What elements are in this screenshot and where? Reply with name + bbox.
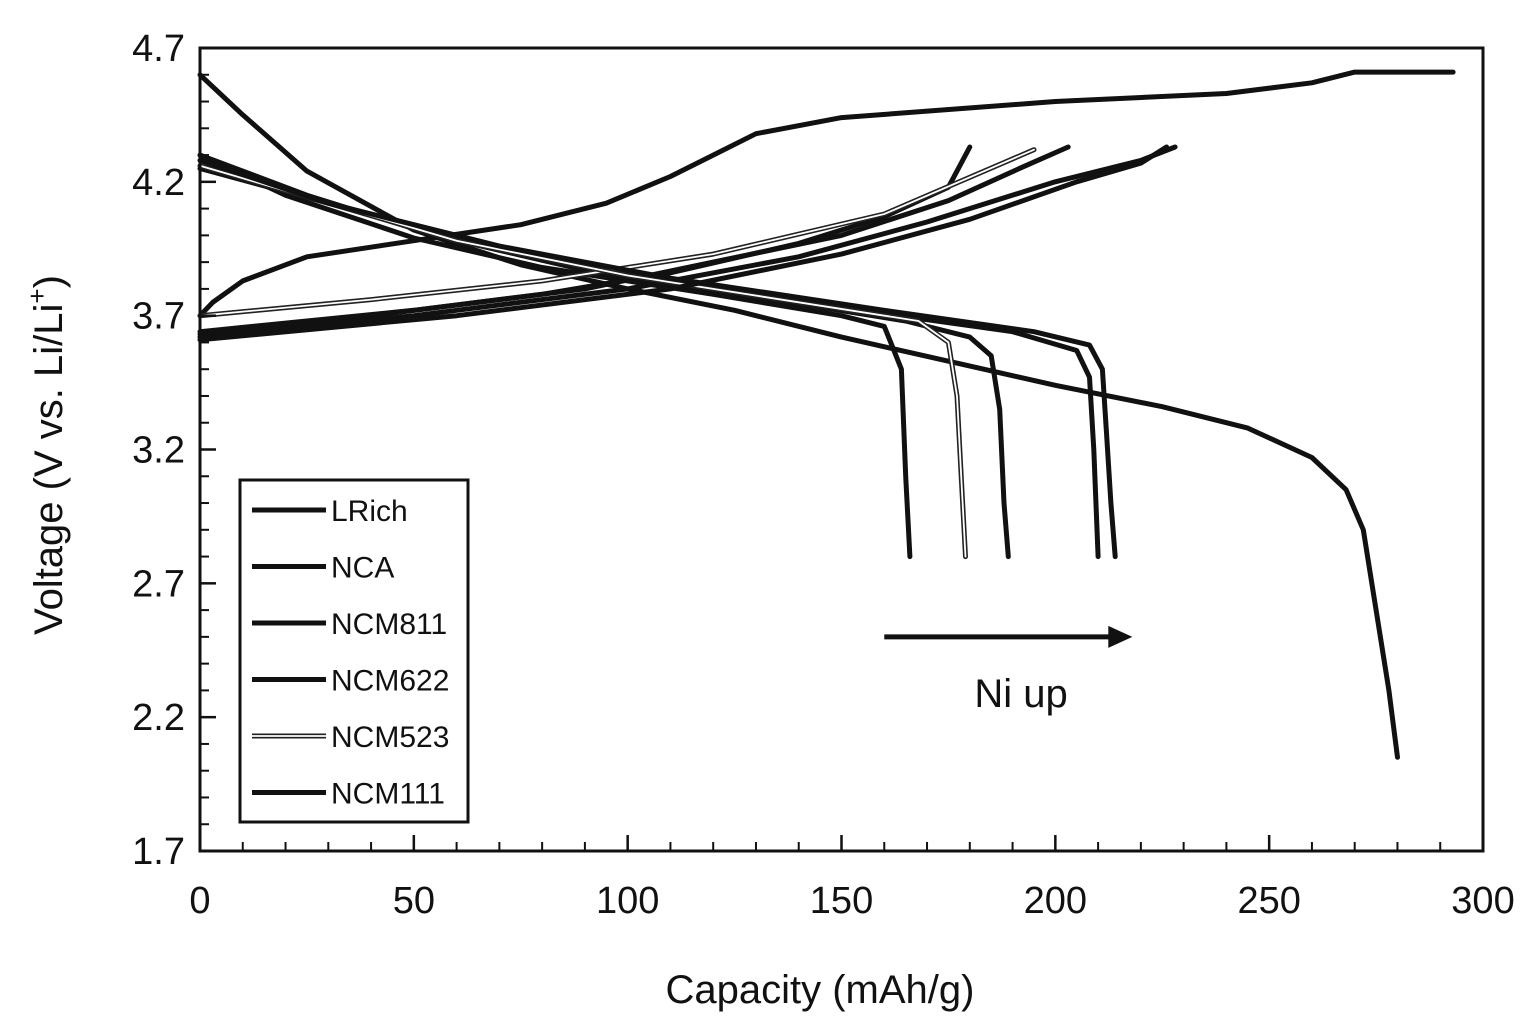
legend-label-ncm811: NCM811: [331, 608, 447, 641]
x-tick-label: 250: [1237, 880, 1300, 922]
x-tick-label: 0: [189, 880, 210, 922]
x-tick-label: 150: [810, 880, 873, 922]
y-tick-label: 2.2: [132, 697, 185, 739]
y-tick-label: 4.7: [132, 28, 185, 70]
x-axis-title: Capacity (mAh/g): [666, 968, 975, 1012]
ni-up-label: Ni up: [974, 672, 1067, 716]
series-lrich-charge-curve: [197, 69, 1456, 319]
series-ncm111-discharge-curve: [197, 157, 1118, 560]
y-tick-label: 4.2: [132, 162, 185, 204]
x-tick-label: 300: [1451, 880, 1514, 922]
curves-layer: [197, 69, 1456, 760]
series-ncm111-charge-curve: [197, 144, 1169, 343]
x-tick-label: 100: [596, 880, 659, 922]
x-tick-label: 200: [1024, 880, 1087, 922]
x-tick-label: 50: [393, 880, 435, 922]
y-tick-label: 3.2: [132, 430, 185, 472]
y-tick-label: 3.7: [132, 296, 185, 338]
y-axis-title: Voltage (V vs. Li/Li+): [22, 275, 71, 635]
series-ncm523-charge-curve-inner: [199, 148, 1035, 317]
legend-label-ncm622: NCM622: [331, 665, 449, 698]
ni-up-arrow-head: [1108, 625, 1133, 648]
ni-up-annotation: Ni up: [884, 625, 1133, 716]
series-nca-discharge-curve: [197, 152, 913, 560]
x-axis-ticks: [198, 835, 1485, 851]
y-tick-label: 2.7: [132, 563, 185, 605]
legend-label-lrich: LRich: [331, 495, 408, 528]
legend-label-ncm111: NCM111: [331, 778, 445, 811]
legend: LRich NCA NCM811 NCM622 NCM523 NCM111: [238, 478, 470, 824]
y-axis-title-superscript: +: [22, 288, 52, 303]
series-ncm622-charge-curve: [197, 144, 1178, 340]
y-axis-title-close: ): [27, 275, 71, 288]
y-axis-tick-labels: 1.7 2.2 2.7 3.2 3.7 4.2 4.7: [132, 28, 185, 873]
x-axis-tick-labels: 0 50 100 150 200 250 300: [189, 880, 1514, 922]
series-ncm523-discharge-curve-inner: [199, 164, 967, 558]
legend-box: [238, 478, 470, 824]
legend-label-nca: NCA: [331, 552, 394, 585]
y-axis-ticks: [200, 46, 216, 853]
y-tick-label: 1.7: [132, 831, 185, 873]
series-ncm811-charge-curve: [197, 144, 1071, 335]
legend-label-ncm523: NCM523: [331, 721, 449, 754]
y-axis-title-main: Voltage (V vs. Li/Li: [27, 304, 71, 635]
